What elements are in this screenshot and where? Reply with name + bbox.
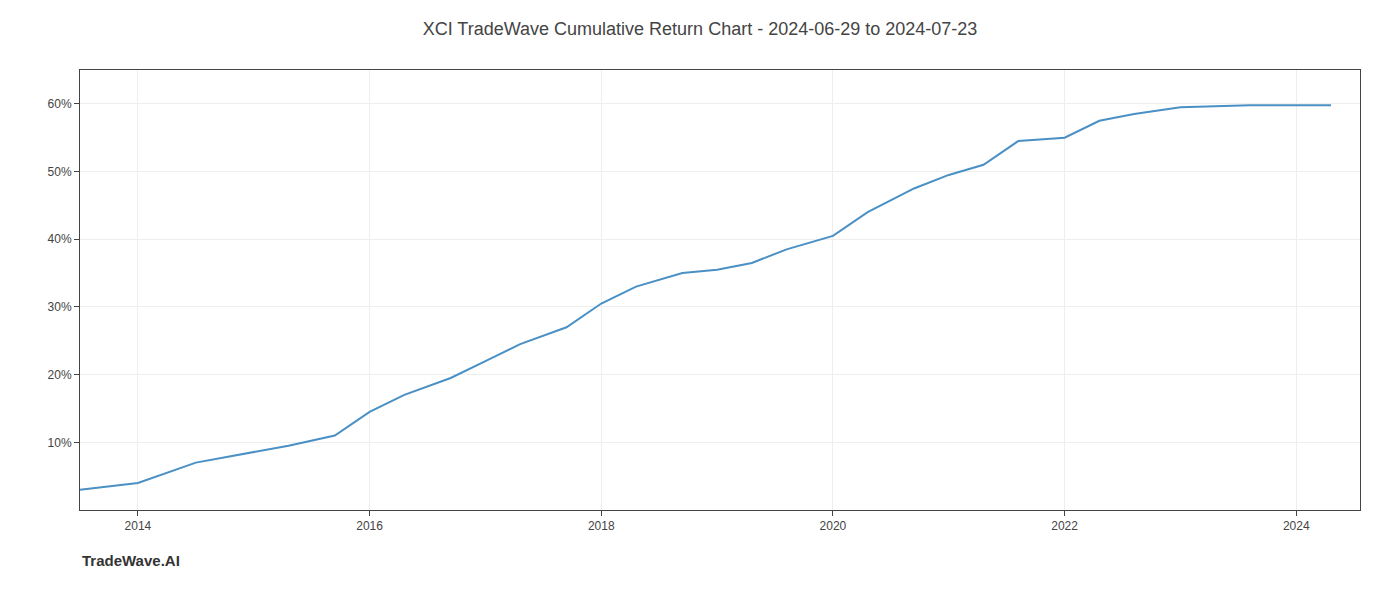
svg-text:XCI TradeWave Cumulative Retur: XCI TradeWave Cumulative Return Chart - … bbox=[423, 19, 978, 39]
svg-text:60%: 60% bbox=[48, 97, 72, 111]
svg-text:2018: 2018 bbox=[588, 519, 615, 533]
svg-text:20%: 20% bbox=[48, 368, 72, 382]
svg-text:30%: 30% bbox=[48, 300, 72, 314]
svg-text:10%: 10% bbox=[48, 436, 72, 450]
svg-text:50%: 50% bbox=[48, 165, 72, 179]
svg-text:2024: 2024 bbox=[1283, 519, 1310, 533]
svg-text:40%: 40% bbox=[48, 232, 72, 246]
svg-text:2022: 2022 bbox=[1051, 519, 1078, 533]
svg-text:2014: 2014 bbox=[125, 519, 152, 533]
svg-text:2020: 2020 bbox=[820, 519, 847, 533]
svg-text:TradeWave.AI: TradeWave.AI bbox=[82, 552, 180, 569]
svg-text:2016: 2016 bbox=[356, 519, 383, 533]
